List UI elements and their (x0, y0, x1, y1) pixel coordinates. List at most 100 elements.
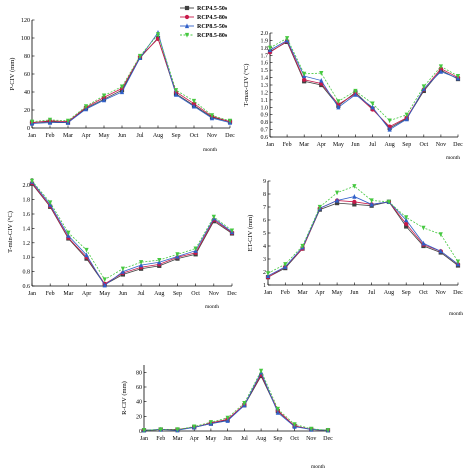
data-point (275, 406, 280, 412)
data-point (191, 98, 197, 104)
x-tick-label: Jun (350, 290, 358, 296)
y-tick-label: 9 (263, 179, 266, 185)
data-point (404, 112, 409, 118)
x-tick-label: Dec (227, 291, 237, 297)
series-line-2 (31, 38, 231, 123)
x-tick-label: Oct (419, 142, 428, 148)
data-point (120, 266, 126, 272)
data-point (191, 101, 197, 106)
data-point (317, 204, 322, 210)
y-tick-label: 1 (263, 283, 266, 289)
series-line-4 (31, 33, 231, 123)
data-point (102, 282, 107, 288)
data-point (258, 368, 264, 374)
data-point (242, 401, 247, 406)
x-tick-label: Aug (384, 142, 394, 148)
x-tick-label: Dec (453, 290, 463, 296)
y-tick-label: 0 (139, 429, 142, 435)
x-tick-label: Jan (140, 436, 148, 442)
data-point (138, 260, 144, 265)
data-point (352, 184, 357, 189)
series-line-4 (267, 185, 459, 274)
x-tick-label: Nov (207, 133, 217, 139)
data-point (386, 199, 392, 205)
data-point (141, 428, 147, 433)
x-tick-label: Jan (28, 291, 36, 297)
x-tick-label: Aug (153, 133, 163, 139)
data-point (158, 427, 163, 433)
y-tick-label: 1.4 (23, 226, 31, 232)
data-point (173, 92, 179, 97)
y-tick-label: 80 (24, 54, 30, 60)
y-tick-label: 7 (263, 205, 266, 211)
x-tick-label: Dec (323, 436, 333, 442)
p-civ-chart: 0 20 40 60 80 100 120 Jan Feb Mar Apr May Jun Jul Aug S… (9, 18, 235, 153)
data-point (84, 247, 89, 253)
data-point (229, 228, 235, 234)
y-axis-label: T-min-CIV (°C) (7, 211, 14, 253)
data-point (336, 104, 341, 110)
y-tick-label: 40 (24, 90, 30, 96)
x-tick-label: Aug (384, 290, 394, 296)
data-point (173, 88, 179, 93)
data-point (275, 410, 280, 415)
x-tick-label: Jun (351, 142, 359, 148)
data-point (353, 92, 358, 97)
y-axis-label: ET-CIV (mm) (247, 215, 254, 252)
x-tick-label: Dec (453, 142, 463, 148)
x-tick-label: Jan (28, 133, 36, 139)
series-line-1 (31, 183, 233, 286)
data-point (387, 118, 392, 124)
x-tick-label: Sep (402, 142, 411, 148)
data-point (455, 73, 461, 79)
series-line-1 (267, 201, 459, 278)
series-line-3 (31, 31, 231, 124)
data-point (300, 243, 305, 249)
data-point (29, 119, 35, 125)
series-line-3 (267, 196, 459, 277)
x-tick-label: Apr (315, 290, 324, 296)
x-tick-label: May (205, 436, 216, 442)
x-tick-label: Sep (173, 291, 182, 297)
series-line-4 (269, 37, 459, 122)
data-point (191, 103, 197, 109)
x-tick-label: Sep (172, 133, 181, 139)
data-point (404, 221, 409, 226)
legend-label: RCP4.5-80s (197, 15, 228, 21)
data-point (211, 214, 216, 220)
data-point (353, 88, 358, 94)
x-axis-label: month (449, 311, 463, 317)
series-line-1 (31, 37, 231, 124)
y-tick-label: 20 (24, 108, 30, 114)
y-tick-label: 1.4 (261, 76, 269, 82)
data-point (267, 45, 273, 51)
data-point (138, 262, 144, 268)
x-tick-label: Nov (209, 291, 219, 297)
series-line-2 (143, 373, 329, 431)
y-tick-label: 1.2 (261, 90, 269, 96)
x-tick-label: May (99, 133, 110, 139)
y-tick-label: 0.9 (261, 113, 269, 119)
data-point (157, 257, 162, 263)
x-tick-label: Dec (225, 133, 235, 139)
data-point (319, 71, 324, 76)
y-axis-label: R-CIV (mm) (121, 381, 128, 415)
data-point (66, 230, 71, 236)
data-point (209, 113, 215, 118)
data-point (404, 215, 409, 220)
data-point (352, 202, 357, 207)
data-point (404, 224, 409, 229)
x-axis-label: month (311, 464, 325, 470)
data-point (438, 248, 443, 254)
x-tick-label: Nov (436, 290, 446, 296)
x-tick-label: May (99, 291, 110, 297)
y-tick-label: 1.1 (261, 98, 269, 104)
data-point (309, 426, 314, 432)
data-point (225, 418, 230, 423)
data-point (101, 93, 107, 99)
series-line-1 (143, 375, 329, 431)
data-point (370, 101, 375, 107)
data-point (421, 225, 426, 231)
x-axis-label: month (205, 304, 219, 310)
data-point (404, 116, 409, 122)
